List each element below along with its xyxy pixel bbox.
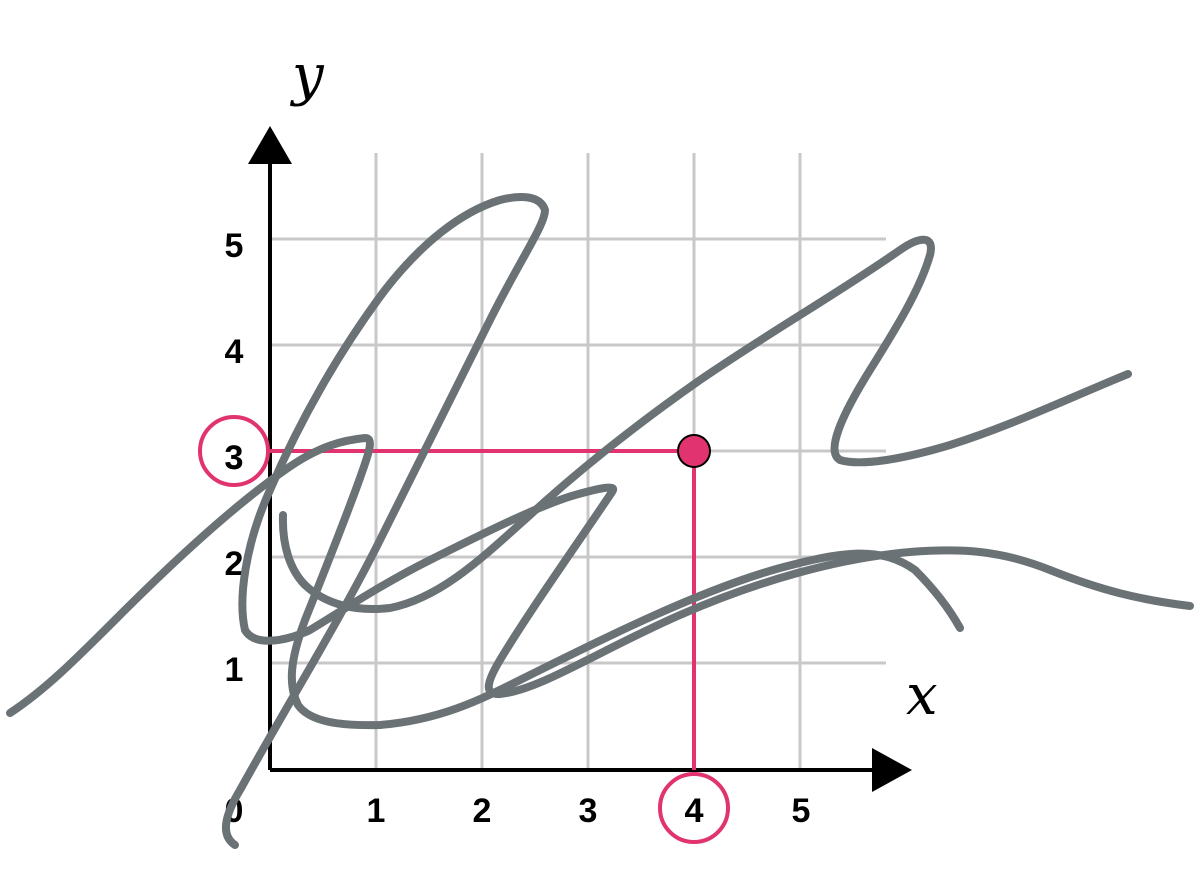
y-tick-label-1: 1 (225, 651, 244, 689)
y-tick-label-4: 4 (225, 333, 244, 371)
y-tick-label-3: 3 (225, 439, 244, 477)
scribble-stroke-2 (221, 193, 1194, 849)
x-tick-label-4: 4 (685, 792, 704, 830)
y-tick-label-5: 5 (225, 227, 244, 265)
y-tick-label-2: 2 (225, 545, 244, 583)
plotted-point (677, 434, 711, 468)
x-tick-label-3: 3 (579, 792, 598, 830)
x-tick-label-5: 5 (792, 792, 811, 830)
y-axis-arrowhead (248, 126, 292, 164)
highlighted-y-tick-label: 3 (225, 439, 244, 477)
highlighted-x-tick-label: 4 (685, 792, 704, 830)
scribble-stroke-1 (6, 434, 964, 730)
y-axis-label: y (289, 43, 325, 108)
x-axis-label: x (906, 663, 938, 728)
x-tick-label-1: 1 (367, 792, 386, 830)
x-tick-label-2: 2 (473, 792, 492, 830)
x-axis-arrowhead (872, 748, 912, 792)
scribble-stroke-3 (278, 235, 1132, 613)
x-tick-highlight-ring (658, 772, 730, 844)
scribble-strokes (6, 193, 1194, 849)
y-tick-highlight-ring (198, 415, 270, 487)
